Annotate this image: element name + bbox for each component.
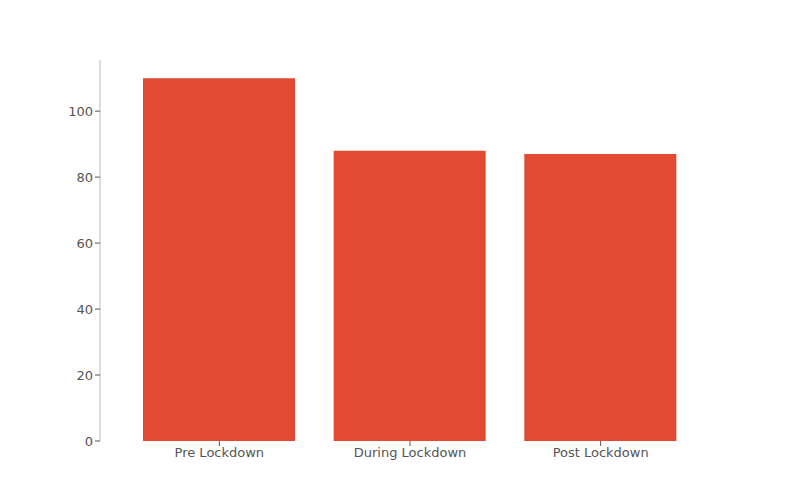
svg-text:Post Lockdown: Post Lockdown [553,445,649,460]
svg-text:During Lockdown: During Lockdown [354,445,467,460]
svg-text:0: 0 [85,434,93,449]
svg-text:20: 20 [76,368,93,383]
svg-text:Pre Lockdown: Pre Lockdown [175,445,265,460]
svg-text:60: 60 [76,236,93,251]
svg-text:80: 80 [76,170,93,185]
svg-text:100: 100 [68,104,93,119]
svg-text:40: 40 [76,302,93,317]
